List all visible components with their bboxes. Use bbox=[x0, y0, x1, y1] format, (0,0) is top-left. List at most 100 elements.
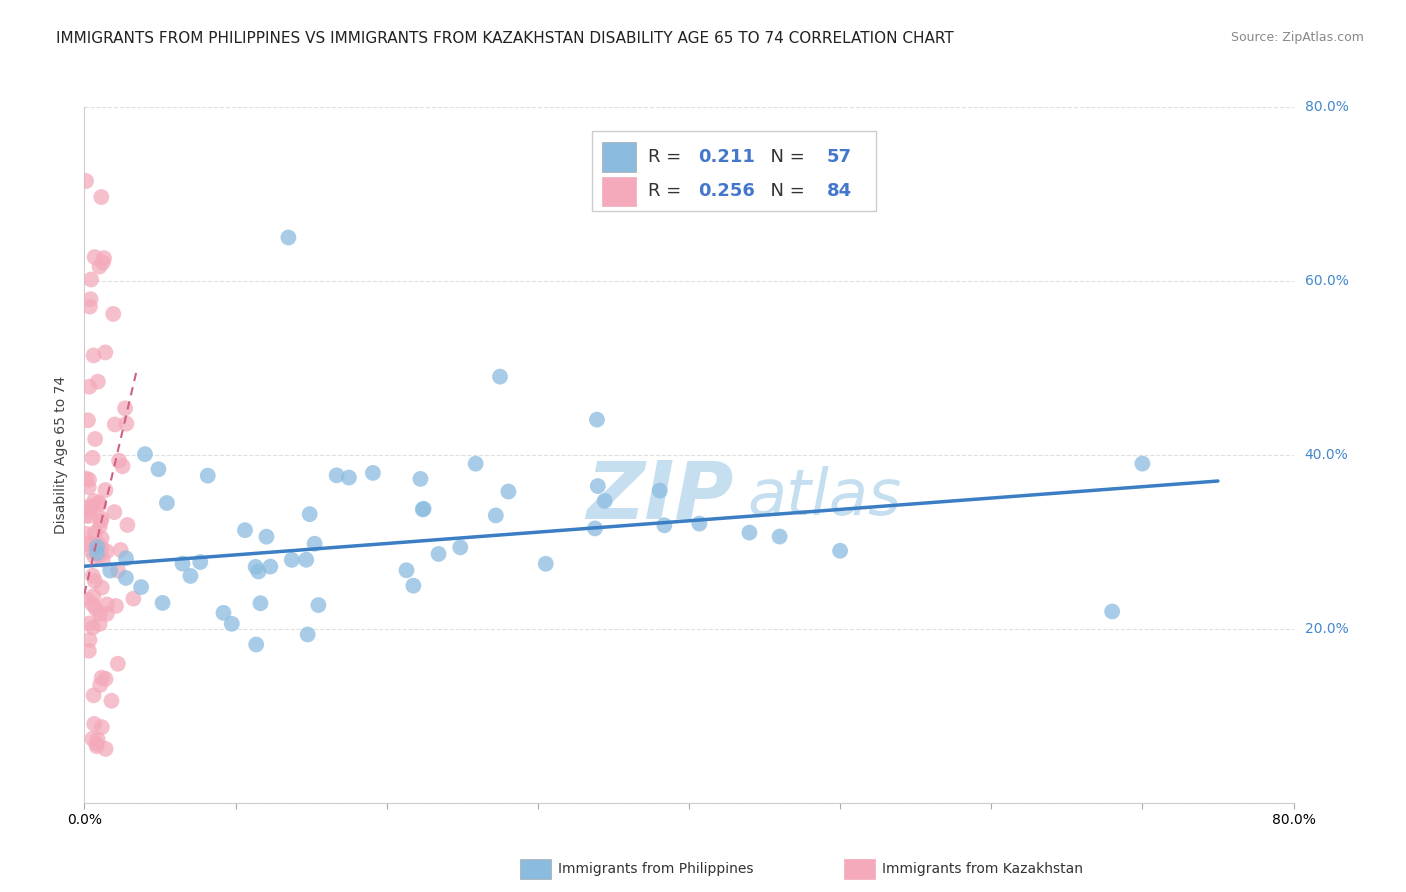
Point bbox=[117, 518, 139, 533]
Point bbox=[304, 537, 326, 551]
Point bbox=[298, 507, 321, 521]
Point bbox=[80, 544, 103, 558]
Point bbox=[769, 530, 792, 544]
Point bbox=[96, 544, 118, 558]
Point bbox=[281, 553, 304, 567]
Point bbox=[107, 657, 129, 671]
Point bbox=[221, 616, 243, 631]
Point bbox=[89, 519, 111, 533]
Point bbox=[409, 472, 432, 486]
Point bbox=[82, 731, 104, 746]
Point bbox=[111, 459, 134, 474]
Point bbox=[402, 579, 425, 593]
Point bbox=[79, 380, 101, 394]
Point bbox=[108, 453, 131, 467]
Point bbox=[90, 511, 112, 525]
Text: ZIP: ZIP bbox=[586, 458, 734, 536]
Point bbox=[129, 580, 152, 594]
Point bbox=[94, 742, 117, 756]
Point bbox=[86, 739, 108, 754]
Point bbox=[738, 525, 761, 540]
Point bbox=[90, 532, 112, 546]
Text: Immigrants from Philippines: Immigrants from Philippines bbox=[558, 862, 754, 876]
Point bbox=[96, 598, 118, 612]
Point bbox=[148, 462, 170, 476]
Point bbox=[75, 500, 97, 515]
Point bbox=[76, 537, 98, 551]
Text: 0.211: 0.211 bbox=[699, 148, 755, 166]
Point bbox=[79, 632, 101, 647]
Point bbox=[75, 471, 97, 485]
Point bbox=[87, 496, 110, 510]
Point bbox=[87, 375, 110, 389]
Point bbox=[83, 549, 105, 563]
FancyBboxPatch shape bbox=[602, 177, 636, 206]
Point bbox=[654, 518, 676, 533]
Point bbox=[498, 484, 520, 499]
Point bbox=[583, 521, 606, 535]
Point bbox=[830, 543, 852, 558]
Point bbox=[104, 417, 127, 432]
Point bbox=[277, 230, 299, 244]
Point bbox=[534, 557, 557, 571]
Point bbox=[115, 551, 138, 566]
Point bbox=[89, 548, 111, 562]
Text: 80.0%: 80.0% bbox=[1305, 100, 1348, 114]
Point bbox=[586, 479, 609, 493]
Point bbox=[90, 671, 112, 685]
Point bbox=[91, 552, 114, 566]
Point bbox=[90, 514, 112, 528]
Point bbox=[77, 473, 100, 487]
Point bbox=[90, 720, 112, 734]
Point bbox=[256, 530, 278, 544]
Point bbox=[86, 546, 108, 560]
Point bbox=[412, 502, 434, 516]
Point bbox=[134, 447, 156, 461]
Point bbox=[82, 598, 104, 612]
Text: IMMIGRANTS FROM PHILIPPINES VS IMMIGRANTS FROM KAZAKHSTAN DISABILITY AGE 65 TO 7: IMMIGRANTS FROM PHILIPPINES VS IMMIGRANT… bbox=[56, 31, 955, 46]
Point bbox=[249, 596, 271, 610]
Point bbox=[427, 547, 450, 561]
Point bbox=[449, 541, 471, 555]
Point bbox=[103, 307, 125, 321]
Point bbox=[110, 543, 132, 558]
Point bbox=[86, 732, 108, 747]
Point bbox=[156, 496, 179, 510]
Point bbox=[80, 272, 103, 286]
Point bbox=[83, 348, 105, 362]
Point bbox=[89, 678, 111, 692]
Point bbox=[337, 470, 360, 484]
Point bbox=[485, 508, 508, 523]
Point bbox=[245, 638, 267, 652]
Text: R =: R = bbox=[648, 182, 686, 201]
Point bbox=[114, 401, 136, 416]
Point bbox=[233, 523, 256, 537]
Point bbox=[83, 526, 105, 541]
Point bbox=[77, 480, 100, 494]
Point bbox=[412, 501, 434, 516]
Point bbox=[79, 502, 101, 516]
Point bbox=[94, 345, 117, 359]
Point bbox=[104, 599, 127, 613]
Point bbox=[80, 537, 103, 551]
Text: 0.256: 0.256 bbox=[699, 182, 755, 201]
Point bbox=[188, 555, 211, 569]
Point bbox=[82, 450, 104, 465]
Point bbox=[80, 500, 103, 514]
Point bbox=[96, 607, 118, 621]
Point bbox=[77, 616, 100, 631]
Point bbox=[295, 553, 318, 567]
Point bbox=[83, 250, 105, 264]
Point bbox=[259, 559, 281, 574]
Point bbox=[297, 627, 319, 641]
Point bbox=[86, 737, 108, 751]
Point bbox=[115, 571, 138, 585]
Point bbox=[197, 468, 219, 483]
Point bbox=[172, 557, 194, 571]
Point bbox=[100, 694, 122, 708]
Text: atlas: atlas bbox=[747, 466, 901, 528]
Point bbox=[93, 251, 115, 265]
Point bbox=[75, 508, 97, 523]
Point bbox=[1101, 605, 1123, 619]
Point bbox=[89, 497, 111, 511]
